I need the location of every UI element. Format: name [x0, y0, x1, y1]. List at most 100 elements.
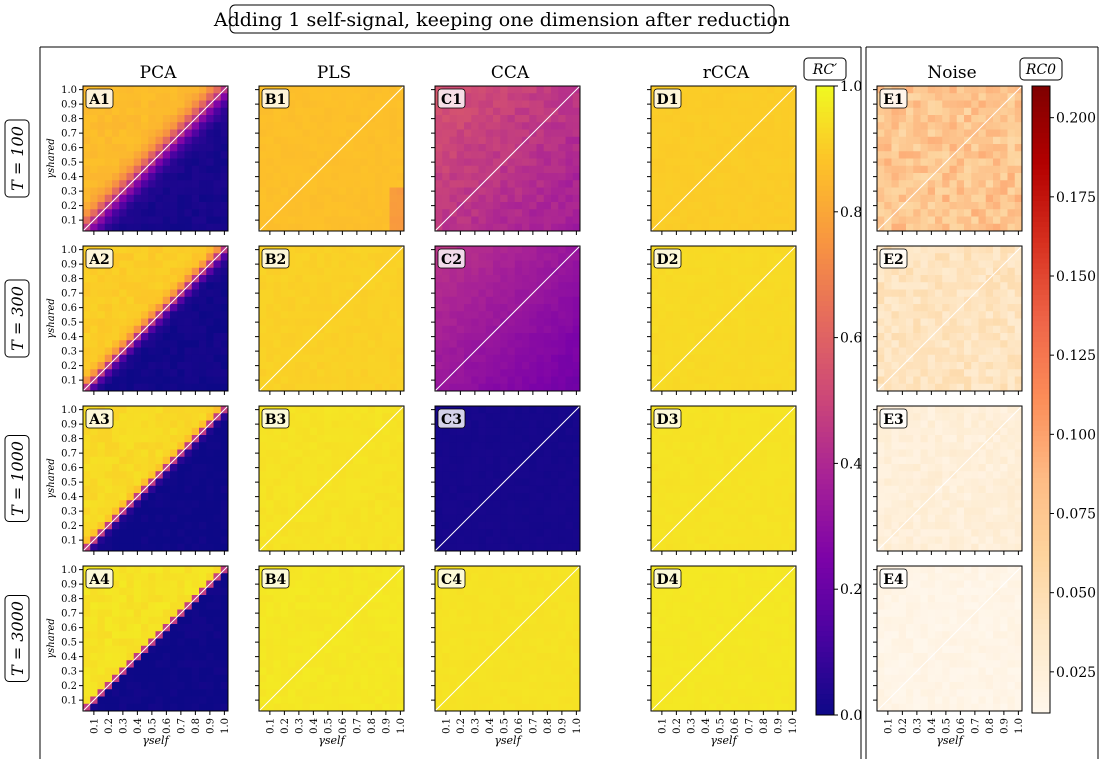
- heatmap-cell: [500, 500, 508, 508]
- heatmap-cell: [514, 420, 523, 429]
- heatmap-cell: [464, 595, 472, 603]
- heatmap-cell: [324, 260, 332, 269]
- heatmap-cell: [83, 333, 91, 341]
- heatmap-cell: [155, 369, 164, 377]
- heatmap-cell: [500, 216, 508, 225]
- heatmap-cell: [572, 449, 581, 458]
- heatmap-cell: [435, 180, 443, 188]
- heatmap-cell: [435, 464, 443, 472]
- heatmap-cell: [213, 362, 222, 370]
- heatmap-cell: [396, 216, 405, 225]
- heatmap-cell: [295, 325, 303, 334]
- heatmap-cell: [565, 267, 574, 276]
- heatmap-cell: [551, 507, 559, 516]
- heatmap-cell: [331, 275, 340, 283]
- heatmap-cell: [288, 158, 296, 167]
- heatmap-cell: [126, 289, 135, 298]
- heatmap-cell: [353, 682, 361, 690]
- heatmap-cell: [309, 202, 318, 210]
- heatmap-cell: [126, 115, 135, 123]
- heatmap-cell: [338, 500, 347, 508]
- heatmap-cell: [565, 478, 574, 487]
- heatmap-cell: [266, 333, 274, 341]
- heatmap-cell: [148, 616, 156, 625]
- heatmap-cell: [119, 703, 127, 712]
- heatmap-cell: [382, 602, 390, 610]
- heatmap-cell: [191, 180, 200, 188]
- heatmap-cell: [83, 624, 91, 632]
- heatmap-cell: [346, 260, 354, 269]
- heatmap-cell: [90, 631, 98, 639]
- heatmap-cell: [360, 566, 369, 574]
- heatmap-cell: [133, 100, 142, 109]
- heatmap-cell: [309, 566, 318, 574]
- heatmap-cell: [309, 311, 318, 319]
- heatmap-cell: [133, 580, 142, 589]
- heatmap-cell: [367, 427, 376, 436]
- heatmap-cell: [464, 624, 472, 632]
- heatmap-cell: [485, 296, 494, 305]
- heatmap-cell: [536, 93, 545, 101]
- heatmap-cell: [382, 376, 390, 385]
- heatmap-cell: [478, 522, 487, 530]
- heatmap-cell: [456, 645, 465, 654]
- heatmap-cell: [141, 354, 149, 363]
- heatmap-cell: [464, 435, 472, 443]
- heatmap-cell: [500, 151, 508, 159]
- heatmap-cell: [543, 413, 552, 421]
- heatmap-cell: [507, 187, 516, 196]
- heatmap-cell: [485, 566, 494, 574]
- heatmap-cell: [331, 406, 340, 414]
- heatmap-cell: [220, 595, 229, 603]
- heatmap-cell: [565, 275, 574, 283]
- heatmap-cell: [375, 529, 383, 537]
- heatmap-cell: [331, 696, 340, 705]
- heatmap-cell: [119, 682, 127, 690]
- heatmap-cell: [112, 638, 120, 647]
- heatmap-cell: [206, 449, 214, 458]
- heatmap-cell: [133, 471, 142, 479]
- heatmap-cell: [170, 435, 178, 443]
- heatmap-cell: [206, 493, 214, 501]
- heatmap-cell: [317, 602, 325, 610]
- heatmap-cell: [529, 595, 537, 603]
- heatmap-cell: [367, 500, 376, 508]
- heatmap-cell: [119, 522, 127, 530]
- heatmap-cell: [367, 333, 376, 341]
- heatmap-cell: [464, 464, 472, 472]
- heatmap-cell: [295, 435, 303, 443]
- heatmap-cell: [177, 376, 185, 385]
- heatmap-cell: [295, 383, 303, 392]
- heatmap-cell: [191, 325, 200, 334]
- heatmap-cell: [112, 296, 120, 305]
- heatmap-cell: [396, 609, 405, 618]
- heatmap-cell: [288, 427, 296, 436]
- heatmap-cell: [375, 187, 383, 196]
- heatmap-cell: [558, 129, 566, 138]
- heatmap-cell: [90, 340, 98, 348]
- heatmap-cell: [148, 362, 156, 370]
- heatmap-cell: [360, 573, 369, 581]
- heatmap-cell: [464, 427, 472, 436]
- heatmap-cell: [220, 115, 229, 123]
- heatmap-cell: [478, 202, 487, 210]
- heatmap-cell: [389, 144, 398, 152]
- heatmap-cell: [375, 653, 383, 661]
- heatmap-cell: [360, 253, 369, 261]
- heatmap-cell: [170, 267, 178, 276]
- heatmap-cell: [449, 325, 458, 334]
- heatmap-cell: [155, 275, 164, 283]
- heatmap-cell: [464, 180, 472, 188]
- heatmap-cell: [493, 543, 501, 552]
- heatmap-cell: [382, 180, 390, 188]
- heatmap-cell: [331, 340, 340, 348]
- heatmap-cell: [83, 216, 91, 225]
- heatmap-cell: [112, 522, 120, 530]
- heatmap-cell: [493, 267, 501, 276]
- heatmap-cell: [295, 107, 303, 116]
- heatmap-cell: [288, 478, 296, 487]
- heatmap-cell: [199, 144, 207, 152]
- heatmap-cell: [280, 689, 289, 697]
- heatmap-cell: [338, 485, 347, 494]
- heatmap-cell: [493, 514, 501, 523]
